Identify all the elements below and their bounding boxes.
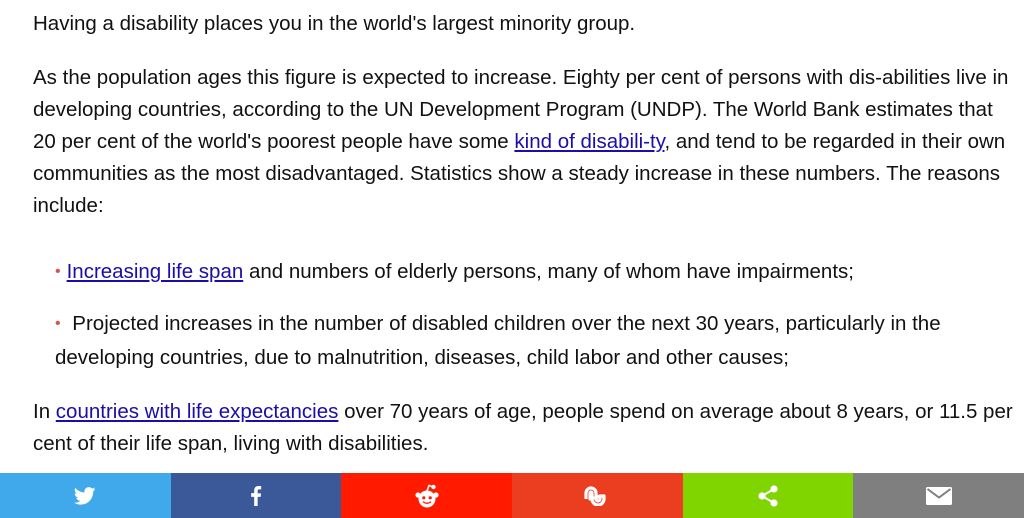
life-expectancy-paragraph: In countries with life expectancies over…	[33, 396, 1018, 460]
statistics-text-after: , and tend to be regarded in their own c…	[33, 130, 1006, 217]
life-expectancy-text-before: In	[33, 400, 56, 423]
bullet-icon: •	[55, 315, 61, 332]
reasons-list: • Increasing life span and numbers of eld…	[33, 256, 1018, 374]
statistics-text-before: As the population ages this figure is ex…	[33, 66, 1009, 153]
life-expectancy-text-after: over 70 years of age, people spend on av…	[33, 400, 1013, 455]
share-button[interactable]	[682, 473, 854, 518]
reddit-icon	[415, 483, 439, 507]
kind-of-disability-link[interactable]: kind of disabili-ty	[514, 130, 665, 153]
facebook-icon	[251, 485, 262, 506]
share-icon	[758, 484, 778, 507]
twitter-icon	[74, 486, 96, 505]
countries-life-expectancies-link[interactable]: countries with life expectancies	[55, 400, 339, 423]
article-body: Having a disability places you in the wo…	[33, 8, 1018, 460]
bullet-icon: •	[55, 263, 61, 280]
increasing-life-span-link[interactable]: Increasing life span	[66, 260, 244, 283]
statistics-paragraph: As the population ages this figure is ex…	[33, 62, 1018, 222]
email-share-button[interactable]	[853, 473, 1024, 518]
facebook-share-button[interactable]	[170, 473, 342, 518]
stumbleupon-share-button[interactable]	[512, 473, 683, 518]
list-item: • Increasing life span and numbers of eld…	[55, 256, 1018, 290]
share-bar	[0, 473, 1024, 518]
list-item-text: Projected increases in the number of dis…	[55, 312, 941, 369]
list-item-text: and numbers of elderly persons, many of …	[243, 260, 854, 283]
list-item: • Projected increases in the number of d…	[55, 308, 1018, 374]
twitter-share-button[interactable]	[0, 473, 171, 518]
email-icon	[925, 486, 952, 505]
stumbleupon-icon	[584, 485, 606, 506]
intro-paragraph: Having a disability places you in the wo…	[33, 12, 636, 35]
reddit-share-button[interactable]	[341, 473, 513, 518]
